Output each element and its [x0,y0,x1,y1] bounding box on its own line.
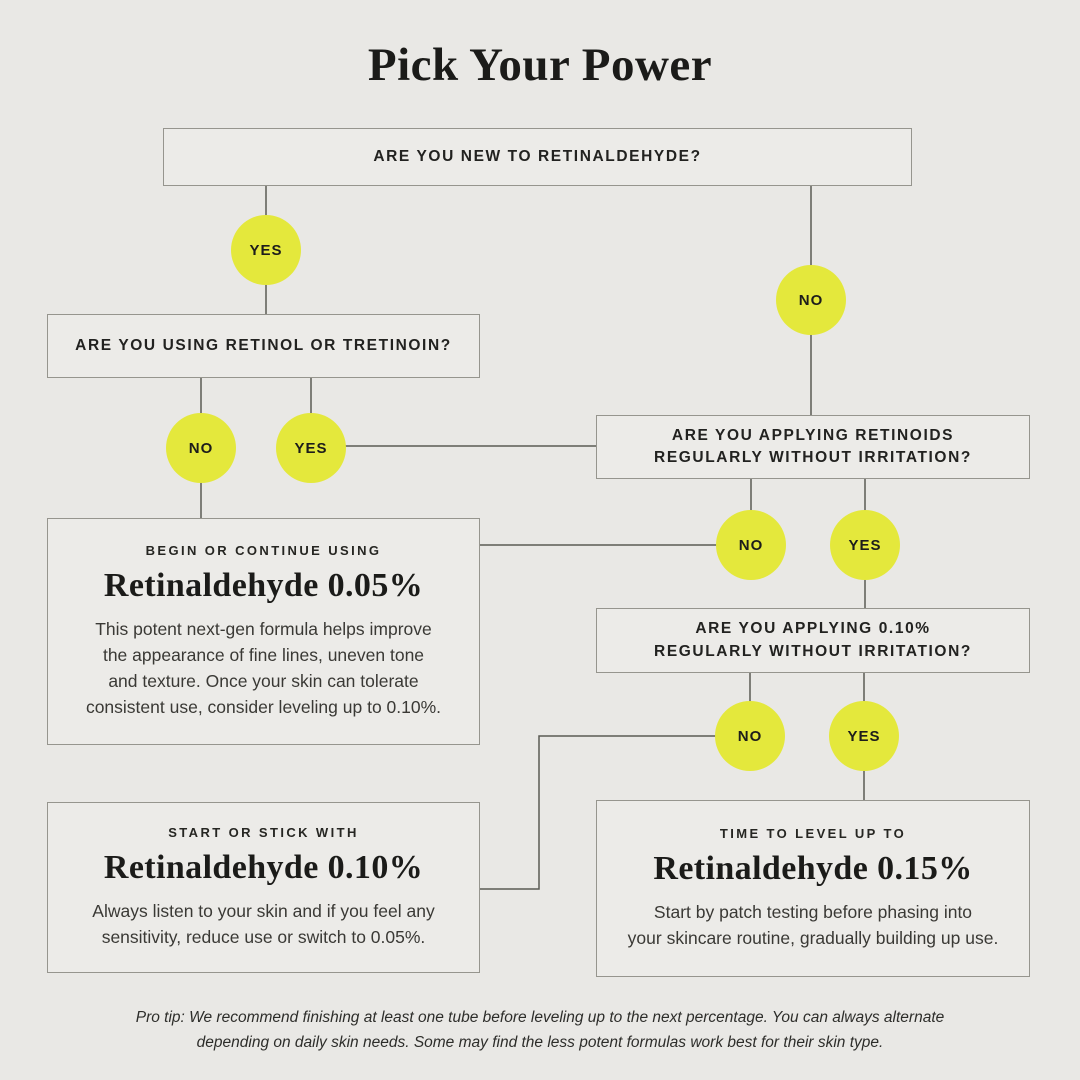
decision-circle-retinol-no: NO [166,413,236,483]
question-box-new-to-retinaldehyde: ARE YOU NEW TO RETINALDEHYDE? [163,128,912,186]
decision-circle-new-yes: YES [231,215,301,285]
page-title: Pick Your Power [367,39,713,91]
decision-circle-retinoids-yes: YES [830,510,900,580]
pro-tip-footnote: Pro tip: We recommend finishing at least… [135,1009,945,1051]
decision-circle-new-no: NO [776,265,846,335]
decision-circle-strength-yes: YES [829,701,899,771]
result-box-retinaldehyde-005: BEGIN OR CONTINUE USING Retinaldehyde 0.… [47,518,480,745]
result-eyebrow: BEGIN OR CONTINUE USING [145,542,382,558]
result-description: This potent next-gen formula helps impro… [85,618,442,718]
decision-circle-retinoids-no: NO [716,510,786,580]
result-product-name: Retinaldehyde 0.15% [653,849,973,887]
result-box-retinaldehyde-015: TIME TO LEVEL UP TO Retinaldehyde 0.15% … [596,800,1030,977]
decision-circle-retinol-yes: YES [276,413,346,483]
question-box-retinol-or-tretinoin: ARE YOU USING RETINOL OR TRETINOIN? [47,314,480,378]
result-eyebrow: TIME TO LEVEL UP TO [719,825,907,841]
result-description: Always listen to your skin and if you fe… [92,900,435,947]
question-box-applying-retinoids: ARE YOU APPLYING RETINOIDS REGULARLY WIT… [596,415,1030,479]
result-description: Start by patch testing before phasing in… [627,901,999,948]
decision-circle-strength-no: NO [715,701,785,771]
question-box-applying-010: ARE YOU APPLYING 0.10% REGULARLY WITHOUT… [596,608,1030,673]
result-box-retinaldehyde-010: START OR STICK WITH Retinaldehyde 0.10% … [47,802,480,973]
result-product-name: Retinaldehyde 0.05% [103,566,424,604]
result-product-name: Retinaldehyde 0.10% [103,848,424,886]
result-eyebrow: START OR STICK WITH [168,824,359,840]
